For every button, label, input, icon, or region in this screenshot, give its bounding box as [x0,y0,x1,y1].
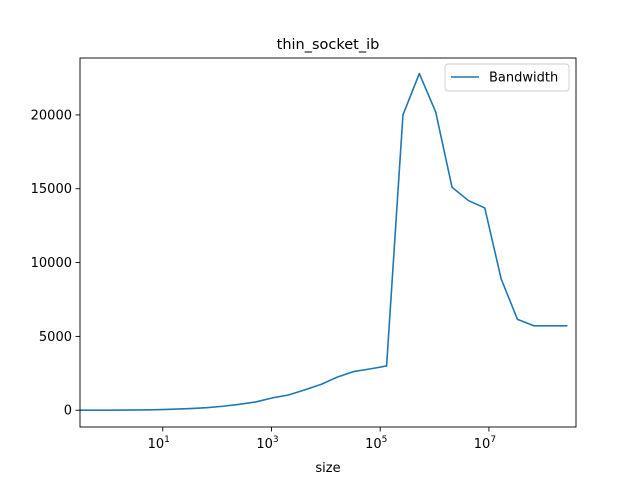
x-tick-label: 107 [474,435,496,452]
x-tick-base: 10 [148,437,165,452]
y-axis-ticks: 0 5000 10000 15000 20000 [31,108,80,419]
x-axis-label: size [315,461,340,476]
legend-box [444,63,570,92]
plot-area [80,58,576,427]
y-tick-label: 10000 [31,256,72,271]
x-tick-base: 10 [256,437,273,452]
x-tick-exponent: 5 [382,435,388,445]
x-tick-label: 105 [365,435,387,452]
x-tick-base: 10 [365,437,382,452]
x-tick-exponent: 1 [164,435,170,445]
y-tick-label: 5000 [39,330,72,345]
x-tick-exponent: 7 [490,435,496,445]
x-tick-exponent: 3 [273,435,279,445]
chart-title: thin_socket_ib [277,37,380,53]
y-tick-label: 0 [64,404,72,419]
legend-label-bandwidth: Bandwidth [489,71,558,86]
series-line-bandwidth [79,72,568,412]
y-tick-label: 15000 [31,182,72,197]
legend: Bandwidth [444,63,570,92]
x-tick-base: 10 [474,437,491,452]
x-axis-ticks: 101 103 105 107 [148,427,496,452]
x-tick-label: 101 [148,435,170,452]
plot-frame [79,57,577,428]
y-tick-label: 20000 [31,108,72,123]
x-tick-label: 103 [256,435,278,452]
